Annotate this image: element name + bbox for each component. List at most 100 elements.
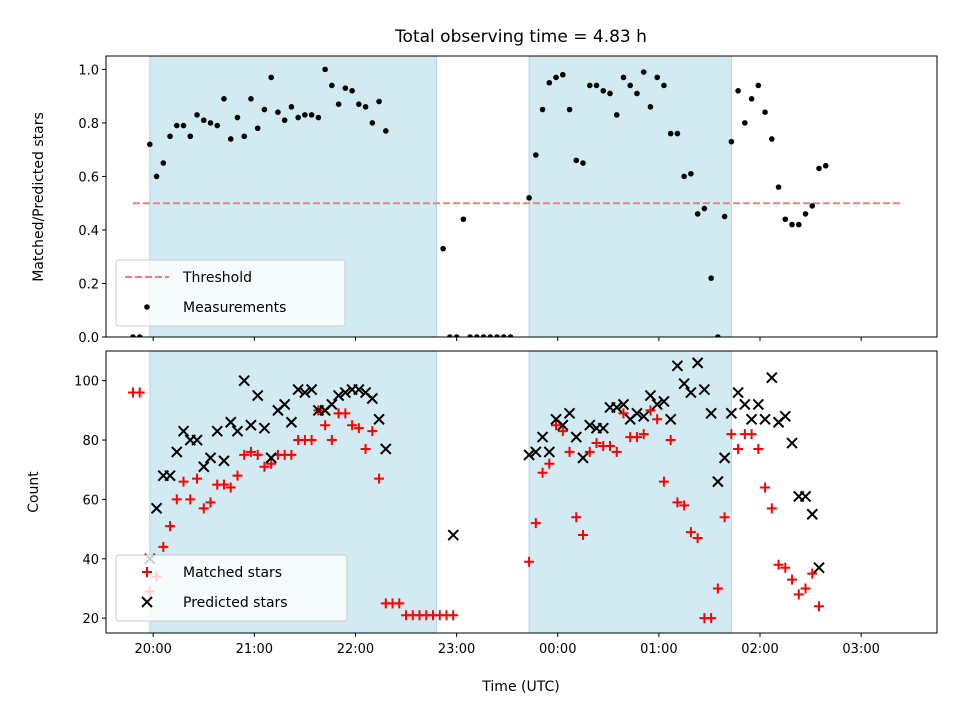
predicted-star-point <box>718 452 731 464</box>
bottom-y-tick-label: 100 <box>74 375 99 390</box>
measurement-point <box>613 112 620 118</box>
measurement-point <box>546 79 553 86</box>
predicted-star-point <box>745 413 758 425</box>
matched-star-point <box>712 583 723 594</box>
x-axis-label: Time (UTC) <box>481 679 559 695</box>
top-y-tick-label: 1.0 <box>78 63 99 78</box>
matched-star-point <box>367 426 378 437</box>
matched-star-point <box>239 449 250 460</box>
predicted-star-point <box>698 383 711 396</box>
predicted-star-point <box>766 372 778 384</box>
measurement-point <box>329 82 335 89</box>
bottom-legend-box <box>115 554 348 622</box>
measurement-point <box>474 334 480 337</box>
matched-star-point <box>807 568 818 579</box>
measurement-point <box>728 138 735 145</box>
predicted-star-point <box>536 431 549 443</box>
measurement-point <box>130 334 136 337</box>
matched-star-point <box>652 414 663 425</box>
measurement-point <box>376 98 382 105</box>
measurement-point <box>600 87 607 94</box>
measurement-point <box>288 104 295 110</box>
predicted-star-point <box>530 446 542 458</box>
predicted-star-point <box>584 419 596 431</box>
matched-star-point <box>225 482 236 493</box>
bottom-y-tick-label: 40 <box>82 553 99 568</box>
measurement-point <box>342 85 349 91</box>
measurement-point <box>180 122 187 129</box>
top-shaded-interval <box>528 56 732 337</box>
matched-star-point <box>259 461 270 472</box>
predicted-star-point <box>523 449 535 461</box>
matched-star-point <box>692 533 703 544</box>
measurement-point <box>187 133 194 140</box>
legend-measurements-swatch <box>144 304 150 310</box>
top-y-tick-label: 0.6 <box>78 170 99 185</box>
top-y-tick-label: 0.2 <box>78 277 99 292</box>
measurement-point <box>822 162 829 169</box>
measurement-point <box>674 130 681 137</box>
bottom-y-tick-label: 60 <box>82 493 99 508</box>
measurement-point <box>553 74 559 81</box>
matched-star-point <box>618 408 629 419</box>
predicted-star-point <box>779 410 792 423</box>
measurement-point <box>634 90 640 97</box>
bottom-y-tick-label: 80 <box>82 434 99 449</box>
predicted-star-point <box>150 502 163 515</box>
matched-star-point <box>658 476 669 487</box>
predicted-star-point <box>644 389 657 402</box>
matched-star-point <box>185 494 196 505</box>
predicted-star-point <box>231 425 244 437</box>
bottom-y-axis-label: Count <box>26 471 42 513</box>
predicted-star-point <box>305 383 318 396</box>
measurement-point <box>369 120 376 126</box>
measurement-point <box>440 245 446 252</box>
top-frame <box>105 55 938 338</box>
bottom-panel: 20 40 60 80 100 20:00 21:00 22:00 23:00 00:00 01:0… <box>74 350 938 657</box>
predicted-star-point <box>285 416 298 428</box>
measurement-point <box>308 112 315 118</box>
predicted-star-point <box>705 407 717 420</box>
measurement-point <box>302 112 308 118</box>
matched-star-point <box>205 497 216 508</box>
matched-star-point <box>394 598 405 609</box>
chart-title: Total observing time = 4.83 h <box>394 27 647 47</box>
predicted-star-point <box>245 419 257 431</box>
bottom-legend: Matched stars Predicted stars <box>115 554 348 622</box>
matched-star-point <box>218 479 229 490</box>
predicted-star-point <box>191 434 203 446</box>
legend-label: Measurements <box>183 300 286 316</box>
measurement-point <box>467 334 473 337</box>
matched-star-point <box>685 527 696 538</box>
measurement-point <box>715 334 721 337</box>
measurement-point <box>480 334 487 337</box>
matched-star-point <box>232 470 243 481</box>
measurement-point <box>721 213 728 220</box>
matched-star-point <box>178 476 189 487</box>
predicted-star-point <box>543 446 556 458</box>
measurement-point <box>681 173 687 180</box>
matched-star-point <box>672 497 683 508</box>
predicted-star-point <box>258 422 271 434</box>
measurement-point <box>816 165 822 172</box>
measurement-point <box>795 221 802 228</box>
measurement-point <box>221 96 227 102</box>
measurement-point <box>335 101 342 107</box>
predicted-star-point <box>447 529 459 541</box>
predicted-star-point <box>292 383 304 396</box>
measurement-point <box>295 114 301 121</box>
predicted-star-point <box>752 398 765 411</box>
matched-star-point <box>766 503 777 514</box>
matched-star-point <box>787 574 798 585</box>
measurement-point <box>533 152 539 158</box>
measurement-point <box>268 74 274 81</box>
matched-star-point <box>760 482 771 493</box>
measurement-point <box>383 128 389 134</box>
predicted-star-point <box>164 469 176 482</box>
predicted-star-point <box>278 398 291 411</box>
measurement-point <box>762 109 768 115</box>
bottom-x-tick-label: 03:00 <box>842 642 879 657</box>
matched-star-point <box>252 449 263 460</box>
matched-star-point <box>604 440 615 451</box>
